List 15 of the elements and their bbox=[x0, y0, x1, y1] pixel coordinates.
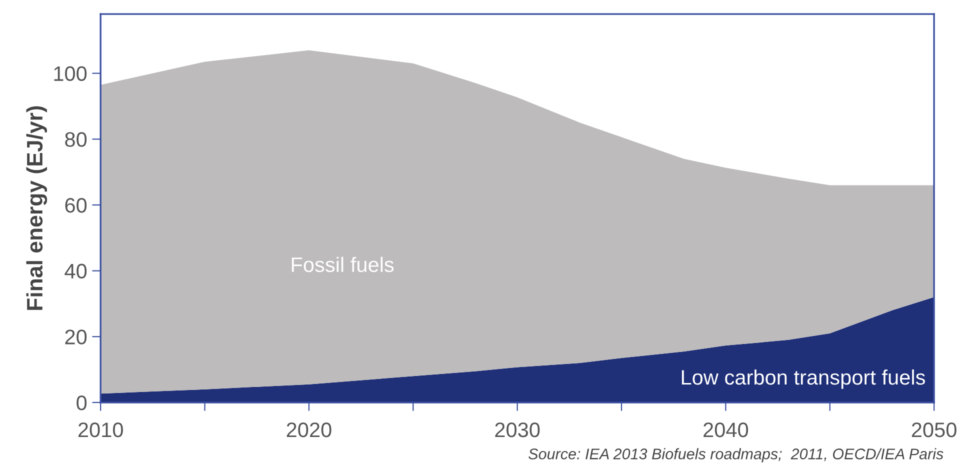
y-tick-label: 60 bbox=[65, 198, 87, 213]
y-tick-label: 40 bbox=[64, 264, 87, 279]
x-tick-label: 2010 bbox=[78, 422, 123, 438]
y-tick-label: 100 bbox=[54, 66, 87, 82]
x-tick-label: 2050 bbox=[912, 422, 956, 438]
x-tick-label: 2040 bbox=[704, 422, 748, 438]
series-label: Low carbon transport fuels bbox=[682, 369, 925, 389]
source-note: Source: IEA 2013 Biofuels roadmaps; 2011, OECD/IEA Paris bbox=[528, 448, 944, 462]
series-label: Fossil fuels bbox=[292, 256, 394, 272]
x-tick-label: 2020 bbox=[286, 422, 332, 438]
y-axis-title: Final energy (EJ/yr) bbox=[26, 106, 48, 310]
y-tick-label: 0 bbox=[76, 395, 87, 410]
x-tick-label: 2030 bbox=[495, 422, 540, 438]
y-tick-label: 20 bbox=[65, 330, 87, 344]
y-tick-label: 80 bbox=[65, 132, 87, 147]
